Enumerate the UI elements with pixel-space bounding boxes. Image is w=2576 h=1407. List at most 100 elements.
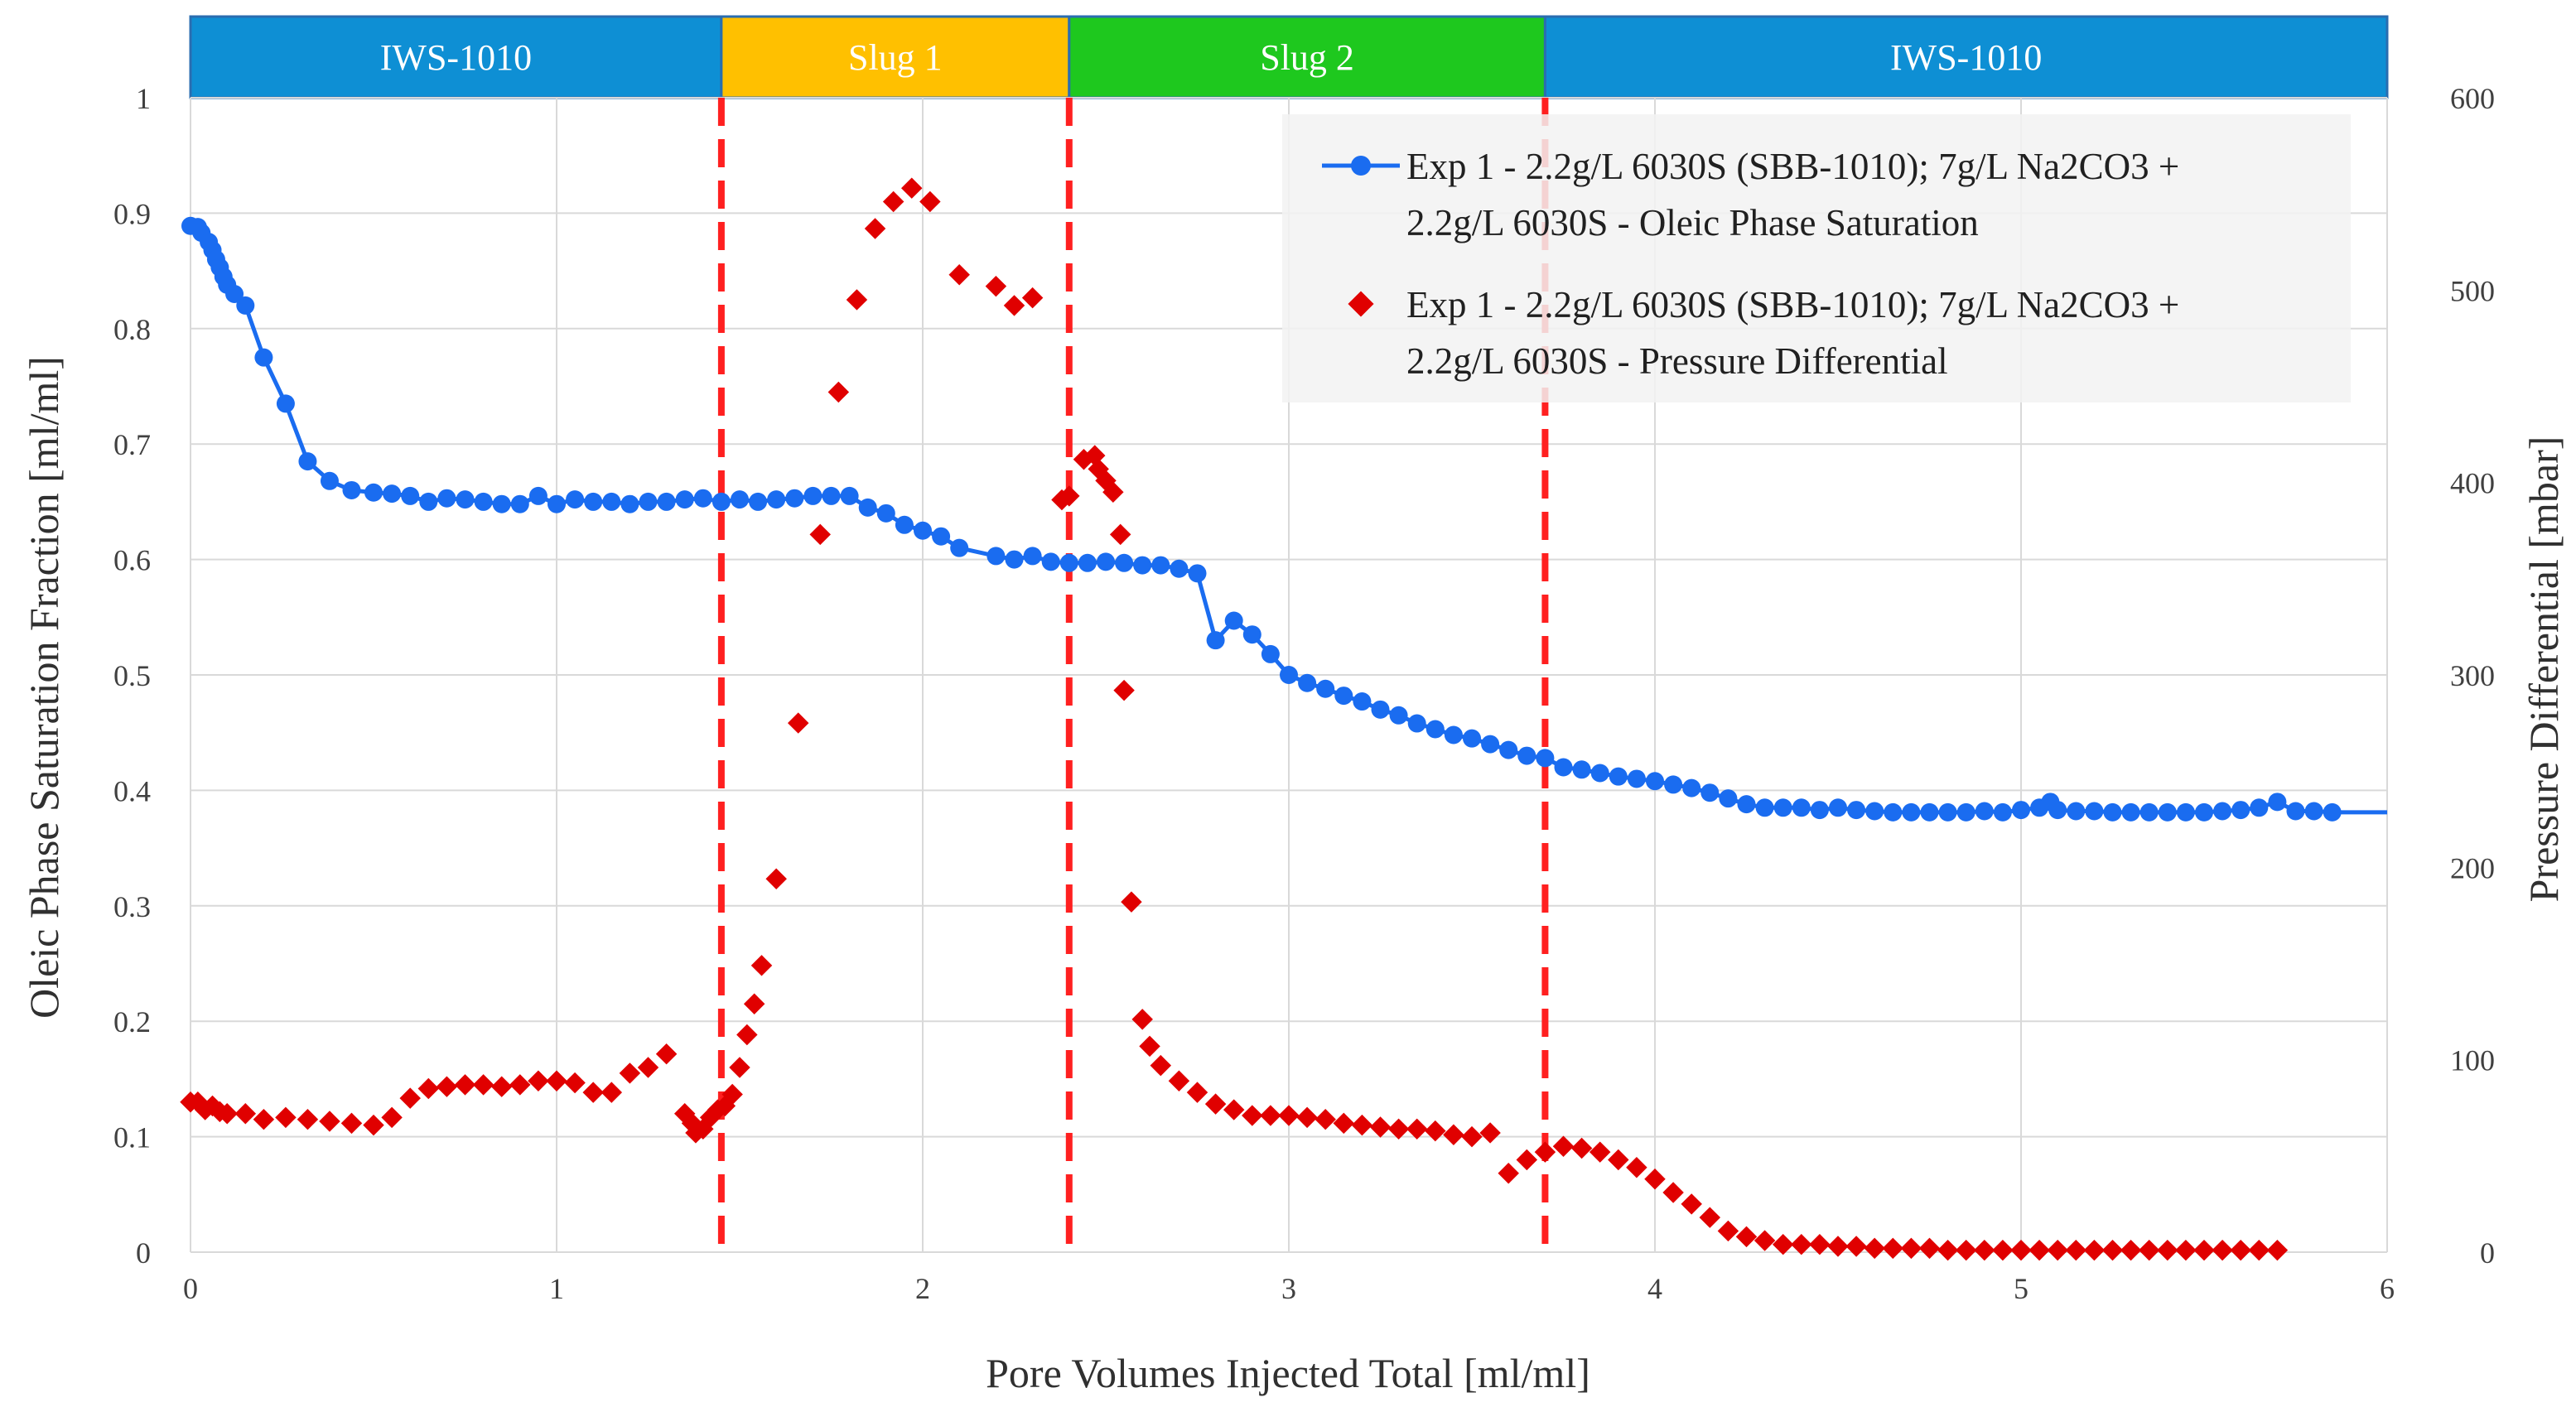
y-tick-labels: 0 0.1 0.2 0.3 0.4 0.5 0.6 0.7 0.8 0.9 1 [113, 82, 151, 1270]
pressure-point [1131, 1009, 1153, 1030]
pressure-point [2175, 1239, 2197, 1261]
pressure-point [1589, 1141, 1611, 1163]
saturation-point [1078, 553, 1097, 572]
saturation-point [620, 494, 639, 513]
saturation-point [1097, 552, 1115, 571]
saturation-point [1536, 749, 1555, 768]
saturation-point [2323, 802, 2342, 822]
pressure-point [655, 1043, 678, 1065]
phase-label-0: IWS-1010 [380, 37, 532, 78]
saturation-point [693, 489, 712, 508]
saturation-point [1975, 802, 1994, 821]
pressure-point [319, 1111, 340, 1132]
pressure-point [1918, 1237, 1941, 1260]
saturation-point [474, 492, 493, 511]
pressure-point [1552, 1135, 1575, 1157]
saturation-point [437, 489, 456, 508]
y2-tick-label: 0 [2480, 1236, 2495, 1270]
saturation-point [1609, 767, 1628, 786]
saturation-point [1151, 556, 1170, 575]
saturation-point [2067, 802, 2086, 821]
saturation-point [2139, 802, 2159, 822]
pressure-point [1021, 287, 1044, 309]
saturation-point [1407, 714, 1426, 733]
saturation-point [2304, 802, 2323, 821]
pressure-point [340, 1112, 363, 1135]
saturation-point [840, 486, 859, 505]
saturation-point [1682, 778, 1701, 797]
pressure-point [1109, 523, 1131, 546]
saturation-point [2286, 802, 2305, 821]
saturation-point [2158, 802, 2177, 822]
y-tick-label: 0.9 [113, 197, 151, 230]
saturation-point [1298, 673, 1317, 692]
saturation-point [2268, 793, 2287, 812]
y2-tick-labels: 0 100 200 300 400 500 600 [2450, 82, 2495, 1270]
pressure-point [1003, 295, 1025, 316]
saturation-point [1956, 802, 1975, 822]
saturation-point [2231, 801, 2250, 820]
saturation-point [320, 471, 339, 490]
saturation-point [731, 490, 749, 509]
saturation-point [1810, 801, 1829, 820]
saturation-point [1188, 564, 1207, 583]
y-tick-label: 0 [136, 1236, 151, 1270]
saturation-point [1041, 552, 1060, 571]
saturation-point [566, 490, 585, 509]
pressure-point [253, 1108, 275, 1130]
pressure-point [275, 1106, 297, 1129]
pressure-point [1717, 1220, 1739, 1242]
pressure-point [827, 381, 850, 403]
saturation-point [1444, 725, 1463, 744]
x-tick-labels: 0 1 2 3 4 5 6 [183, 1272, 2395, 1305]
legend-box [1282, 114, 2351, 402]
pressure-point [1498, 1163, 1519, 1184]
saturation-point [1023, 547, 1042, 566]
pressure-point [582, 1082, 604, 1103]
pressure-point [2101, 1239, 2124, 1261]
saturation-point [822, 486, 841, 505]
pressure-point [637, 1057, 659, 1078]
y-tick-label: 0.4 [113, 774, 151, 807]
pressure-point [472, 1074, 494, 1096]
y-tick-label: 0.7 [113, 428, 151, 461]
saturation-point [712, 492, 731, 511]
y2-tick-label: 200 [2450, 851, 2495, 884]
saturation-point [2176, 802, 2195, 822]
pressure-point [2047, 1239, 2068, 1261]
pressure-point [1223, 1099, 1245, 1120]
saturation-point [2012, 801, 2030, 820]
pressure-point [1644, 1168, 1666, 1190]
saturation-point [1334, 687, 1353, 706]
pressure-point [1882, 1237, 1904, 1260]
saturation-point [225, 284, 244, 303]
y-tick-label: 0.6 [113, 544, 151, 577]
pressure-point [436, 1076, 458, 1097]
pressure-point [2212, 1239, 2233, 1261]
pressure-point [1425, 1120, 1446, 1142]
saturation-point [2195, 802, 2213, 822]
y-tick-label: 0.2 [113, 1005, 151, 1038]
saturation-point [1280, 666, 1298, 684]
pressure-point [1204, 1093, 1227, 1115]
saturation-point [1170, 559, 1189, 578]
saturation-point [1206, 631, 1225, 650]
pressure-point [234, 1102, 257, 1125]
saturation-point [548, 494, 566, 513]
saturation-point [1664, 775, 1683, 794]
saturation-point [298, 452, 317, 471]
x-tick-label: 1 [549, 1272, 564, 1305]
saturation-point [1572, 760, 1591, 779]
pressure-point [1242, 1105, 1263, 1126]
pressure-point [1351, 1114, 1373, 1136]
pressure-point [948, 264, 970, 286]
saturation-point [1902, 802, 1921, 822]
saturation-point [895, 515, 914, 534]
x-tick-label: 0 [183, 1272, 198, 1305]
pressure-point [454, 1074, 476, 1096]
pressure-point [1699, 1207, 1721, 1228]
saturation-point [1353, 692, 1372, 711]
pressure-point [1570, 1137, 1593, 1159]
y2-tick-label: 300 [2450, 659, 2495, 692]
